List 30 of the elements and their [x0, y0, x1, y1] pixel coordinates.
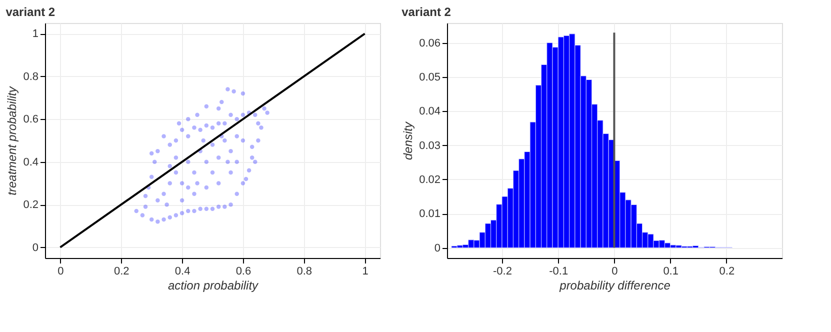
y-tick-label: 0.2 [23, 199, 38, 212]
y-axis-title: density [401, 120, 416, 160]
y-axis-title: treatment probability [5, 86, 20, 196]
x-axis-title: action probability [168, 278, 260, 292]
x-tick-label: -0.1 [549, 266, 568, 278]
y-tick-label: 0.02 [419, 174, 440, 186]
y-tick-label: 0.8 [23, 70, 38, 83]
x-tick-label: 1 [362, 266, 368, 278]
x-tick-label: 0.6 [236, 266, 252, 278]
x-tick-label: 0.2 [719, 266, 735, 278]
chart-title: variant 2 [402, 5, 452, 19]
x-tick-label: 0 [612, 266, 618, 278]
y-tick-label: 0 [434, 242, 440, 254]
x-tick-label: 0 [58, 266, 64, 278]
x-tick-label: 0.4 [174, 266, 190, 278]
x-axis-title: probability difference [558, 278, 671, 292]
x-tick-label: 0.8 [296, 266, 312, 278]
y-tick-label: 0.4 [23, 156, 38, 168]
x-tick-label: 0.2 [114, 266, 130, 278]
y-tick-label: 0 [32, 242, 38, 254]
x-tick-label: -0.2 [493, 266, 512, 278]
y-tick-label: 0.01 [419, 208, 440, 220]
y-tick-label: 1 [32, 28, 38, 40]
y-tick-label: 0.03 [419, 140, 440, 152]
y-tick-label: 0.04 [419, 106, 440, 118]
x-tick-label: 0.1 [663, 266, 678, 278]
y-tick-label: 0.06 [419, 37, 440, 50]
y-tick-label: 0.6 [23, 114, 38, 126]
chart-title: variant 2 [6, 5, 56, 19]
y-tick-label: 0.05 [419, 71, 440, 84]
